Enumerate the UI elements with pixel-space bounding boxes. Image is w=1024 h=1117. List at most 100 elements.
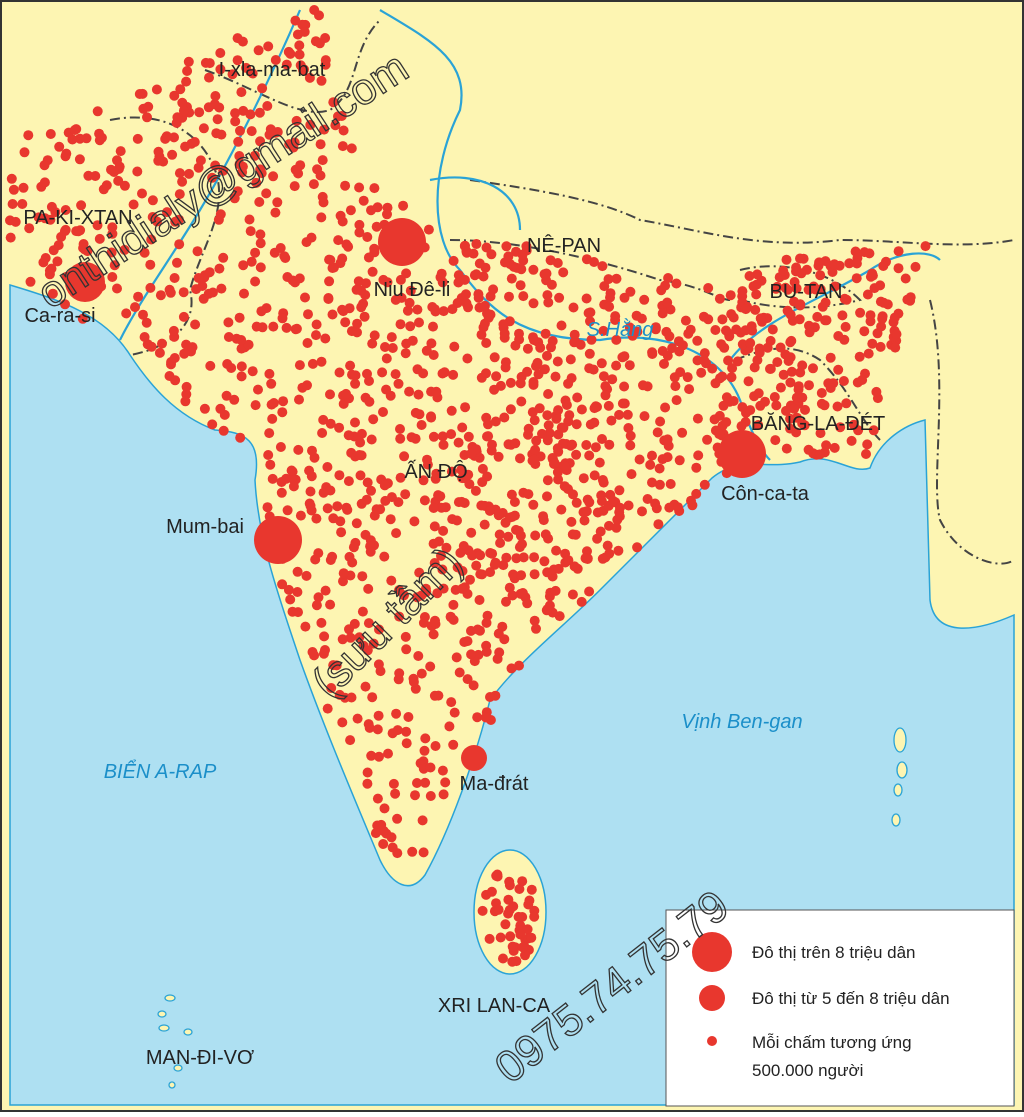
- population-dot: [371, 221, 382, 232]
- population-dot: [392, 813, 403, 824]
- population-dot: [669, 372, 680, 383]
- population-dot: [460, 402, 471, 413]
- population-dot: [203, 102, 214, 113]
- population-dot: [330, 120, 341, 131]
- population-dot: [326, 683, 337, 693]
- population-dot: [18, 182, 29, 193]
- population-dot: [337, 253, 348, 264]
- population-dot: [282, 272, 293, 282]
- population-dot: [428, 538, 439, 549]
- population-dot: [517, 249, 528, 260]
- population-dot: [900, 273, 911, 284]
- population-dot: [500, 362, 511, 373]
- population-dot: [178, 287, 189, 298]
- population-dot: [718, 400, 729, 411]
- population-dot: [198, 293, 209, 304]
- population-dot: [853, 425, 864, 436]
- population-dot: [474, 595, 485, 605]
- population-dot: [513, 911, 524, 922]
- population-dot: [23, 130, 34, 141]
- population-dot: [726, 309, 737, 320]
- population-dot: [325, 389, 335, 400]
- population-dot: [530, 444, 541, 455]
- sea: [9, 283, 1015, 1106]
- population-dot: [454, 667, 465, 678]
- population-dot: [611, 334, 622, 345]
- population-dot: [218, 425, 229, 436]
- population-dot: [691, 488, 702, 499]
- population-dot: [920, 241, 931, 252]
- population-dot: [216, 129, 227, 140]
- population-dot: [726, 372, 737, 383]
- population-dot: [162, 207, 172, 218]
- population-dot: [539, 556, 550, 567]
- population-dot: [744, 271, 755, 281]
- population-dot: [270, 207, 281, 218]
- population-dot: [311, 513, 322, 524]
- population-dot: [699, 355, 710, 366]
- population-dot: [431, 386, 442, 397]
- population-dot: [253, 384, 263, 395]
- population-dot: [844, 258, 855, 269]
- population-dot: [316, 75, 327, 86]
- population-dot: [529, 335, 539, 346]
- population-dot: [387, 842, 398, 853]
- population-dot: [597, 475, 608, 485]
- population-dot: [283, 46, 294, 57]
- population-dot: [549, 458, 560, 469]
- population-dot: [438, 789, 449, 800]
- population-dot: [598, 371, 609, 382]
- population-dot: [570, 529, 581, 540]
- population-dot: [292, 566, 303, 577]
- population-dot: [355, 470, 366, 481]
- population-dot: [576, 596, 587, 607]
- population-dot: [410, 407, 421, 418]
- population-dot: [506, 489, 517, 500]
- population-dot: [410, 790, 420, 801]
- population-dot: [276, 487, 287, 498]
- population-dot: [246, 126, 257, 137]
- population-dot: [477, 569, 487, 580]
- population-dot: [331, 660, 342, 671]
- population-dot: [437, 564, 448, 575]
- population-dot: [638, 380, 648, 391]
- population-dot: [268, 171, 279, 182]
- population-dot: [542, 491, 552, 502]
- population-dot: [535, 342, 546, 353]
- population-dot: [528, 298, 539, 309]
- population-dot: [283, 584, 294, 595]
- population-dot: [378, 407, 388, 417]
- population-dot: [307, 358, 318, 369]
- country-label: BĂNG-LA-ĐÉT: [751, 412, 885, 435]
- population-dot: [172, 257, 182, 268]
- population-dot: [316, 356, 327, 367]
- population-dot: [341, 388, 351, 399]
- population-dot: [489, 384, 500, 395]
- population-dot: [631, 310, 642, 321]
- population-dot: [101, 180, 112, 191]
- population-dot: [584, 497, 595, 508]
- population-dot: [623, 423, 634, 433]
- population-dot: [325, 418, 336, 429]
- population-dot: [650, 498, 661, 509]
- population-dot: [352, 318, 363, 329]
- population-dot: [829, 442, 840, 453]
- population-dot: [789, 403, 800, 414]
- population-dot: [518, 291, 529, 302]
- population-dot: [109, 260, 120, 271]
- population-dot: [177, 176, 188, 187]
- population-dot: [301, 570, 312, 581]
- population-dot: [354, 219, 365, 230]
- population-dot: [542, 410, 553, 421]
- population-dot: [677, 427, 688, 438]
- population-dot: [526, 884, 537, 895]
- population-dot: [825, 383, 836, 393]
- city-label: Côn-ca-ta: [721, 483, 810, 505]
- population-dot: [829, 259, 840, 270]
- population-dot: [634, 454, 645, 465]
- population-dot: [528, 377, 539, 387]
- population-dot: [230, 116, 241, 127]
- population-dot: [558, 267, 569, 278]
- population-dot: [430, 741, 441, 751]
- population-dot: [344, 551, 355, 562]
